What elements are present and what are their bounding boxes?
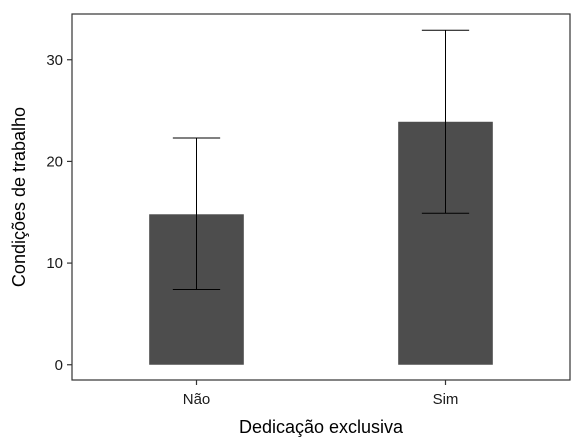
error-bars-layer <box>172 29 470 291</box>
plot-panel <box>71 13 571 381</box>
y-axis: 0 10 20 30 <box>46 52 72 374</box>
x-tick-label: Não <box>183 391 211 408</box>
y-tick-label: 30 <box>46 52 63 69</box>
error-bar <box>172 137 221 291</box>
y-tick-label: 20 <box>46 153 63 170</box>
y-tick-label: 10 <box>46 255 63 272</box>
x-axis-title: Dedicação exclusiva <box>239 417 404 437</box>
x-tick-label: Sim <box>433 391 459 408</box>
error-bar <box>421 29 470 214</box>
x-axis: Não Sim <box>183 380 459 408</box>
y-tick-label: 0 <box>55 357 63 374</box>
y-axis-title: Condições de trabalho <box>9 107 29 287</box>
